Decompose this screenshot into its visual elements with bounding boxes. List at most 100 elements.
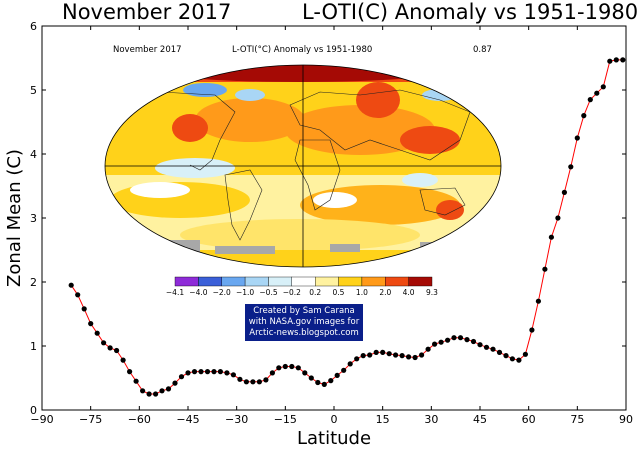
credit-line-1: Created by Sam Carana xyxy=(253,306,355,316)
y-tick-label: 2 xyxy=(30,276,37,289)
x-tick-label: 0 xyxy=(331,413,338,426)
legend-label: −1.0 xyxy=(236,288,254,297)
data-point xyxy=(445,337,451,343)
data-point xyxy=(276,365,282,371)
y-axis: 0 1 2 3 4 5 6 xyxy=(30,20,626,417)
map-legend: −4.1 −4.0 −2.0 −1.0 −0.5 −0.2 0.2 0.5 1.0 2.0 4.0 9… xyxy=(166,276,438,297)
data-point xyxy=(516,357,522,363)
data-point xyxy=(483,344,490,350)
data-point xyxy=(289,363,295,370)
data-point xyxy=(165,386,172,392)
data-point xyxy=(548,234,555,240)
data-point xyxy=(120,357,126,363)
data-point xyxy=(425,346,431,352)
data-point xyxy=(529,327,535,333)
data-point xyxy=(406,354,412,360)
x-tick-label: 45 xyxy=(473,413,487,426)
data-point xyxy=(620,57,626,63)
data-point xyxy=(535,298,542,304)
map-caption-center: L-OTI(°C) Anomaly vs 1951-1980 xyxy=(232,45,372,55)
data-point xyxy=(412,354,418,361)
legend-label: 0.5 xyxy=(333,288,345,297)
legend-swatch xyxy=(338,276,363,287)
data-point xyxy=(457,335,464,341)
y-axis-label: Zonal Mean (C) xyxy=(4,149,25,287)
data-point xyxy=(211,369,217,375)
data-point xyxy=(250,379,256,385)
data-point xyxy=(230,372,236,378)
data-point xyxy=(594,90,600,96)
data-point xyxy=(503,353,509,359)
x-tick-label: 30 xyxy=(424,413,438,426)
data-point xyxy=(198,369,204,375)
x-tick-label: 60 xyxy=(522,413,536,426)
data-point xyxy=(380,349,386,355)
credit-box: Created by Sam Carana with NASA.gov imag… xyxy=(245,304,363,341)
data-point xyxy=(295,365,301,371)
chart-title-right: L-OTI(C) Anomaly vs 1951-1980 xyxy=(302,0,639,24)
data-point xyxy=(191,369,198,375)
legend-swatch xyxy=(385,276,409,287)
y-tick-label: 0 xyxy=(30,404,37,417)
x-tick-label: −60 xyxy=(128,413,151,426)
data-point xyxy=(308,375,314,381)
legend-swatch xyxy=(174,276,199,287)
legend-label: 4.0 xyxy=(403,288,415,297)
data-point xyxy=(347,361,353,367)
y-tick-label: 3 xyxy=(30,212,37,225)
y-tick-label: 4 xyxy=(30,148,37,161)
data-point xyxy=(263,377,269,383)
data-point xyxy=(107,345,113,351)
x-tick-label: 75 xyxy=(570,413,584,426)
data-point xyxy=(568,164,574,170)
x-tick-label: 15 xyxy=(376,413,390,426)
data-point xyxy=(464,337,470,343)
data-point xyxy=(581,113,587,119)
data-point xyxy=(146,391,152,397)
data-point xyxy=(386,351,392,357)
data-point xyxy=(217,369,223,375)
data-point xyxy=(159,388,165,394)
legend-label: −2.0 xyxy=(213,288,231,297)
series-markers xyxy=(68,57,626,397)
data-point xyxy=(490,346,496,352)
data-point xyxy=(237,376,243,382)
data-point xyxy=(243,379,249,385)
x-axis: −90 −75 −60 −45 −30 −15 0 15 30 45 60 75 90 xyxy=(30,26,633,426)
data-point xyxy=(127,369,133,375)
legend-swatch xyxy=(315,276,339,287)
legend-label: −4.0 xyxy=(189,288,207,297)
data-point xyxy=(172,380,178,386)
data-point xyxy=(555,215,561,221)
legend-label: 2.0 xyxy=(379,288,391,297)
legend-label: 0.2 xyxy=(309,288,321,297)
x-tick-label: −15 xyxy=(274,413,297,426)
x-tick-label: −75 xyxy=(79,413,102,426)
data-point xyxy=(354,356,360,362)
data-point xyxy=(399,353,405,359)
data-point xyxy=(224,370,230,376)
legend-swatch xyxy=(268,276,293,287)
data-point xyxy=(315,379,321,386)
credit-line-3: Arctic-news.blogspot.com xyxy=(249,328,359,338)
data-point xyxy=(438,339,444,345)
data-point xyxy=(360,353,366,359)
legend-swatch xyxy=(361,276,386,287)
legend-swatch xyxy=(408,276,433,287)
data-point xyxy=(419,352,425,358)
data-point xyxy=(302,370,308,376)
data-point xyxy=(88,321,94,327)
legend-label: −0.5 xyxy=(259,288,277,297)
credit-line-2: with NASA.gov images for xyxy=(248,317,360,327)
data-point xyxy=(561,189,568,195)
data-point xyxy=(477,342,483,348)
map-caption-left: November 2017 xyxy=(113,45,182,55)
y-tick-label: 5 xyxy=(30,84,37,97)
x-tick-label: −45 xyxy=(176,413,199,426)
y-tick-label: 1 xyxy=(30,340,37,353)
data-point xyxy=(94,330,100,336)
data-point xyxy=(432,341,438,347)
data-point xyxy=(185,370,191,376)
data-point xyxy=(607,58,613,64)
y-tick-label: 6 xyxy=(30,20,37,33)
